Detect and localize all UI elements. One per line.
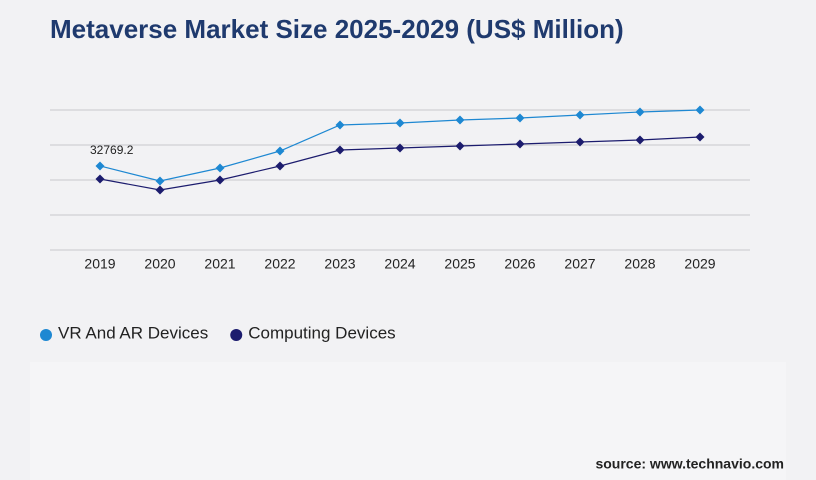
legend-label: Computing Devices [248,323,395,342]
legend-marker [40,329,52,341]
marker [695,132,705,142]
x-tick-label: 2022 [264,256,295,272]
legend-marker [230,329,243,341]
marker [335,120,345,130]
marker [155,176,165,186]
marker [635,107,645,117]
x-tick-label: 2024 [384,256,415,272]
marker [695,105,705,115]
marker [575,137,585,147]
x-tick-label: 2028 [624,256,655,272]
x-tick-label: 2023 [324,256,355,272]
x-tick-label: 2020 [144,256,175,272]
x-tick-label: 2029 [684,256,715,272]
marker [395,118,405,128]
marker [635,135,645,145]
x-tick-label: 2021 [204,256,235,272]
panel [30,362,786,480]
marker [215,163,225,173]
x-tick-label: 2027 [564,256,595,272]
x-tick-label: 2026 [504,256,535,272]
marker [455,141,465,151]
marker [95,161,105,171]
marker [335,145,345,155]
data-label: 32769.2 [90,143,134,157]
marker [455,115,465,125]
marker [155,185,165,195]
marker [395,143,405,153]
marker [215,175,225,185]
x-tick-label: 2025 [444,256,475,272]
chart-title: Metaverse Market Size 2025-2029 (US$ Mil… [50,14,624,44]
marker [575,110,585,120]
marker [515,113,525,123]
marker [275,146,285,156]
marker [95,174,105,184]
marker [515,139,525,149]
x-tick-label: 2019 [84,256,115,272]
legend-label: VR And AR Devices [58,323,208,342]
marker [275,161,285,171]
source: source: www.technavio.com [595,456,784,472]
